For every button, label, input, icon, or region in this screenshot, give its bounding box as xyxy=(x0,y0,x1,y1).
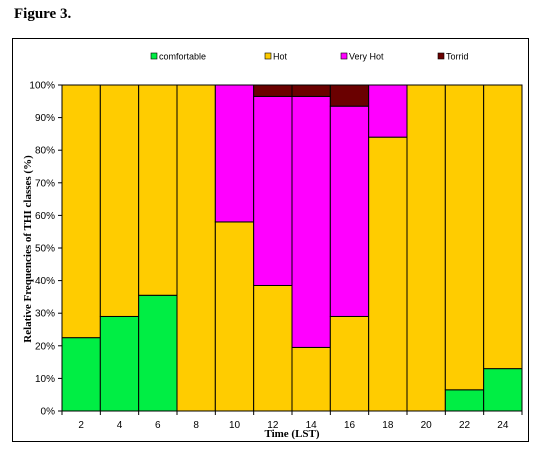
legend-swatch-comfortable xyxy=(150,52,158,60)
y-tick-label: 70% xyxy=(35,178,55,189)
bar-segment-hot-t8 xyxy=(176,84,216,412)
bar-segment-hot-t24 xyxy=(483,84,523,370)
y-tick-label: 0% xyxy=(41,407,56,418)
bar-segment-torrid-t16 xyxy=(329,84,370,107)
bar-segment-comfortable-t6 xyxy=(138,294,178,412)
x-tick-label: 18 xyxy=(382,420,394,431)
x-tick-label: 4 xyxy=(117,420,123,431)
bar-segment-torrid-t12 xyxy=(253,84,293,97)
bar-segment-very-hot-t10 xyxy=(214,84,255,223)
bar-segment-very-hot-t16 xyxy=(329,105,370,317)
chart-legend: comfortable Hot Very Hot Torrid xyxy=(150,52,469,62)
bar-segment-comfortable-t4 xyxy=(99,315,140,412)
x-axis-label: Time (LST) xyxy=(264,428,319,440)
y-tick-label: 50% xyxy=(35,244,55,255)
bar-segment-comfortable-t2 xyxy=(61,337,101,412)
legend-swatch-hot xyxy=(264,52,272,60)
y-tick-label: 30% xyxy=(35,309,55,320)
legend-label-comfortable: comfortable xyxy=(159,52,206,62)
legend-swatch-very-hot xyxy=(340,52,348,60)
bar-segment-hot-t16 xyxy=(329,315,370,412)
bar-segment-hot-t18 xyxy=(368,136,408,412)
x-tick-label: 8 xyxy=(193,420,199,431)
x-tick-label: 6 xyxy=(155,420,161,431)
bar-segment-hot-t6 xyxy=(138,84,178,296)
legend-label-hot: Hot xyxy=(273,52,288,62)
bar-segment-hot-t2 xyxy=(61,84,101,339)
legend-swatch-torrid xyxy=(437,52,445,60)
legend-label-torrid: Torrid xyxy=(446,52,469,62)
bar-segment-very-hot-t14 xyxy=(291,95,331,348)
bar-segment-hot-t22 xyxy=(444,84,485,391)
bar-segment-hot-t10 xyxy=(214,221,255,412)
bar-segment-very-hot-t12 xyxy=(253,95,293,286)
x-tick-label: 24 xyxy=(497,420,509,431)
x-tick-label: 10 xyxy=(229,420,241,431)
x-tick-label: 14 xyxy=(306,420,318,431)
x-tick-label: 20 xyxy=(421,420,433,431)
y-tick-label: 100% xyxy=(29,81,55,92)
y-tick-label: 80% xyxy=(35,146,55,157)
bar-segment-comfortable-t22 xyxy=(444,389,485,412)
y-tick-label: 90% xyxy=(35,113,55,124)
bar-segment-hot-t14 xyxy=(291,346,331,412)
x-tick-label: 2 xyxy=(78,420,84,431)
y-axis-label: Relative Frequencies of THI classes (%) xyxy=(22,155,34,343)
bar-segment-comfortable-t24 xyxy=(483,368,523,412)
bar-segment-hot-t4 xyxy=(99,84,140,317)
bar-segment-very-hot-t18 xyxy=(368,84,408,138)
bar-segment-hot-t20 xyxy=(406,84,446,412)
y-tick-label: 10% xyxy=(35,374,55,385)
y-tick-label: 40% xyxy=(35,276,55,287)
bar-segment-torrid-t14 xyxy=(291,84,331,97)
bars-group xyxy=(61,84,523,412)
x-tick-label: 12 xyxy=(267,420,279,431)
x-tick-label: 16 xyxy=(344,420,356,431)
legend-label-very-hot: Very Hot xyxy=(349,52,384,62)
y-tick-label: 60% xyxy=(35,211,55,222)
figure-title: Figure 3. xyxy=(14,6,72,22)
axes-group: 0%10%20%30%40%50%60%70%80%90%100%2 4 6 8 10 1… xyxy=(29,81,523,431)
bar-segment-hot-t12 xyxy=(253,284,293,412)
y-tick-label: 20% xyxy=(35,341,55,352)
x-tick-label: 22 xyxy=(459,420,471,431)
